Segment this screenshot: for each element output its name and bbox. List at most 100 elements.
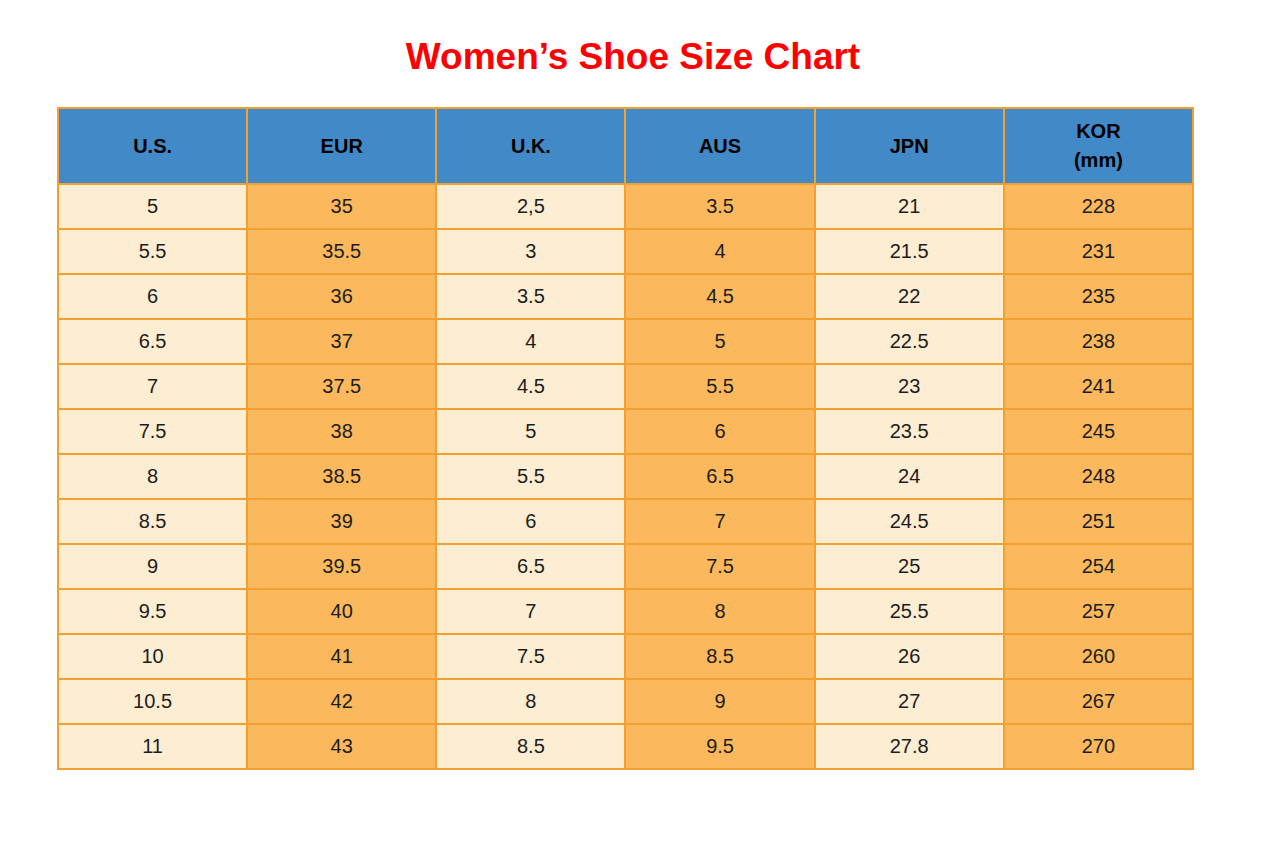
- table-cell: 42: [247, 679, 436, 724]
- table-cell: 235: [1004, 274, 1193, 319]
- table-row: 737.54.55.523241: [58, 364, 1193, 409]
- column-header-kor: KOR(mm): [1004, 108, 1193, 184]
- table-cell: 245: [1004, 409, 1193, 454]
- table-cell: 43: [247, 724, 436, 769]
- table-cell: 238: [1004, 319, 1193, 364]
- table-cell: 8: [58, 454, 247, 499]
- table-cell: 23: [815, 364, 1004, 409]
- table-cell: 9.5: [625, 724, 814, 769]
- table-row: 5.535.53421.5231: [58, 229, 1193, 274]
- table-cell: 37: [247, 319, 436, 364]
- table-cell: 25: [815, 544, 1004, 589]
- table-cell: 4.5: [625, 274, 814, 319]
- column-header-jpn: JPN: [815, 108, 1004, 184]
- table-cell: 26: [815, 634, 1004, 679]
- table-cell: 37.5: [247, 364, 436, 409]
- table-cell: 24: [815, 454, 1004, 499]
- table-cell: 23.5: [815, 409, 1004, 454]
- table-cell: 21.5: [815, 229, 1004, 274]
- table-cell: 35: [247, 184, 436, 229]
- table-cell: 267: [1004, 679, 1193, 724]
- table-cell: 38: [247, 409, 436, 454]
- table-cell: 4.5: [436, 364, 625, 409]
- table-cell: 3.5: [625, 184, 814, 229]
- table-row: 8.5396724.5251: [58, 499, 1193, 544]
- table-cell: 9: [58, 544, 247, 589]
- table-cell: 9.5: [58, 589, 247, 634]
- table-cell: 21: [815, 184, 1004, 229]
- table-cell: 231: [1004, 229, 1193, 274]
- table-cell: 4: [436, 319, 625, 364]
- table-cell: 6.5: [625, 454, 814, 499]
- table-cell: 5.5: [58, 229, 247, 274]
- table-row: 5352,53.521228: [58, 184, 1193, 229]
- shoe-size-table: U.S.EURU.K.AUSJPNKOR(mm) 5352,53.5212285…: [57, 107, 1194, 770]
- table-cell: 5.5: [625, 364, 814, 409]
- table-cell: 7: [625, 499, 814, 544]
- table-cell: 6: [58, 274, 247, 319]
- table-cell: 8: [625, 589, 814, 634]
- table-row: 9.5407825.5257: [58, 589, 1193, 634]
- table-cell: 22: [815, 274, 1004, 319]
- table-cell: 5.5: [436, 454, 625, 499]
- table-cell: 260: [1004, 634, 1193, 679]
- table-cell: 251: [1004, 499, 1193, 544]
- table-cell: 3: [436, 229, 625, 274]
- table-cell: 24.5: [815, 499, 1004, 544]
- table-cell: 6.5: [58, 319, 247, 364]
- table-cell: 248: [1004, 454, 1193, 499]
- table-row: 939.56.57.525254: [58, 544, 1193, 589]
- table-cell: 6.5: [436, 544, 625, 589]
- table-cell: 7: [436, 589, 625, 634]
- column-header-aus: AUS: [625, 108, 814, 184]
- table-cell: 7.5: [58, 409, 247, 454]
- table-header: U.S.EURU.K.AUSJPNKOR(mm): [58, 108, 1193, 184]
- column-header-uk: U.K.: [436, 108, 625, 184]
- table-cell: 35.5: [247, 229, 436, 274]
- table-cell: 6: [625, 409, 814, 454]
- table-row: 10417.58.526260: [58, 634, 1193, 679]
- table-cell: 5: [436, 409, 625, 454]
- table-cell: 257: [1004, 589, 1193, 634]
- table-cell: 9: [625, 679, 814, 724]
- column-header-eur: EUR: [247, 108, 436, 184]
- table-cell: 11: [58, 724, 247, 769]
- table-cell: 270: [1004, 724, 1193, 769]
- table-cell: 8: [436, 679, 625, 724]
- table-cell: 7: [58, 364, 247, 409]
- table-cell: 241: [1004, 364, 1193, 409]
- table-cell: 22.5: [815, 319, 1004, 364]
- table-cell: 10.5: [58, 679, 247, 724]
- table-cell: 228: [1004, 184, 1193, 229]
- table-row: 10.5428927267: [58, 679, 1193, 724]
- table-cell: 38.5: [247, 454, 436, 499]
- table-row: 6.5374522.5238: [58, 319, 1193, 364]
- table-cell: 7.5: [436, 634, 625, 679]
- table-row: 6363.54.522235: [58, 274, 1193, 319]
- table-cell: 40: [247, 589, 436, 634]
- table-cell: 7.5: [625, 544, 814, 589]
- table-row: 11438.59.527.8270: [58, 724, 1193, 769]
- column-header-us: U.S.: [58, 108, 247, 184]
- table-cell: 25.5: [815, 589, 1004, 634]
- table-cell: 41: [247, 634, 436, 679]
- table-cell: 36: [247, 274, 436, 319]
- table-cell: 4: [625, 229, 814, 274]
- page-title: Women’s Shoe Size Chart: [0, 36, 1266, 78]
- table-cell: 2,5: [436, 184, 625, 229]
- table-cell: 10: [58, 634, 247, 679]
- header-row: U.S.EURU.K.AUSJPNKOR(mm): [58, 108, 1193, 184]
- table-row: 7.5385623.5245: [58, 409, 1193, 454]
- table-cell: 39.5: [247, 544, 436, 589]
- table-cell: 8.5: [625, 634, 814, 679]
- table-row: 838.55.56.524248: [58, 454, 1193, 499]
- table-cell: 254: [1004, 544, 1193, 589]
- table-cell: 3.5: [436, 274, 625, 319]
- table-cell: 27: [815, 679, 1004, 724]
- table-body: 5352,53.5212285.535.53421.52316363.54.52…: [58, 184, 1193, 769]
- table-cell: 8.5: [436, 724, 625, 769]
- table-cell: 39: [247, 499, 436, 544]
- table-cell: 8.5: [58, 499, 247, 544]
- table-cell: 5: [625, 319, 814, 364]
- table-cell: 5: [58, 184, 247, 229]
